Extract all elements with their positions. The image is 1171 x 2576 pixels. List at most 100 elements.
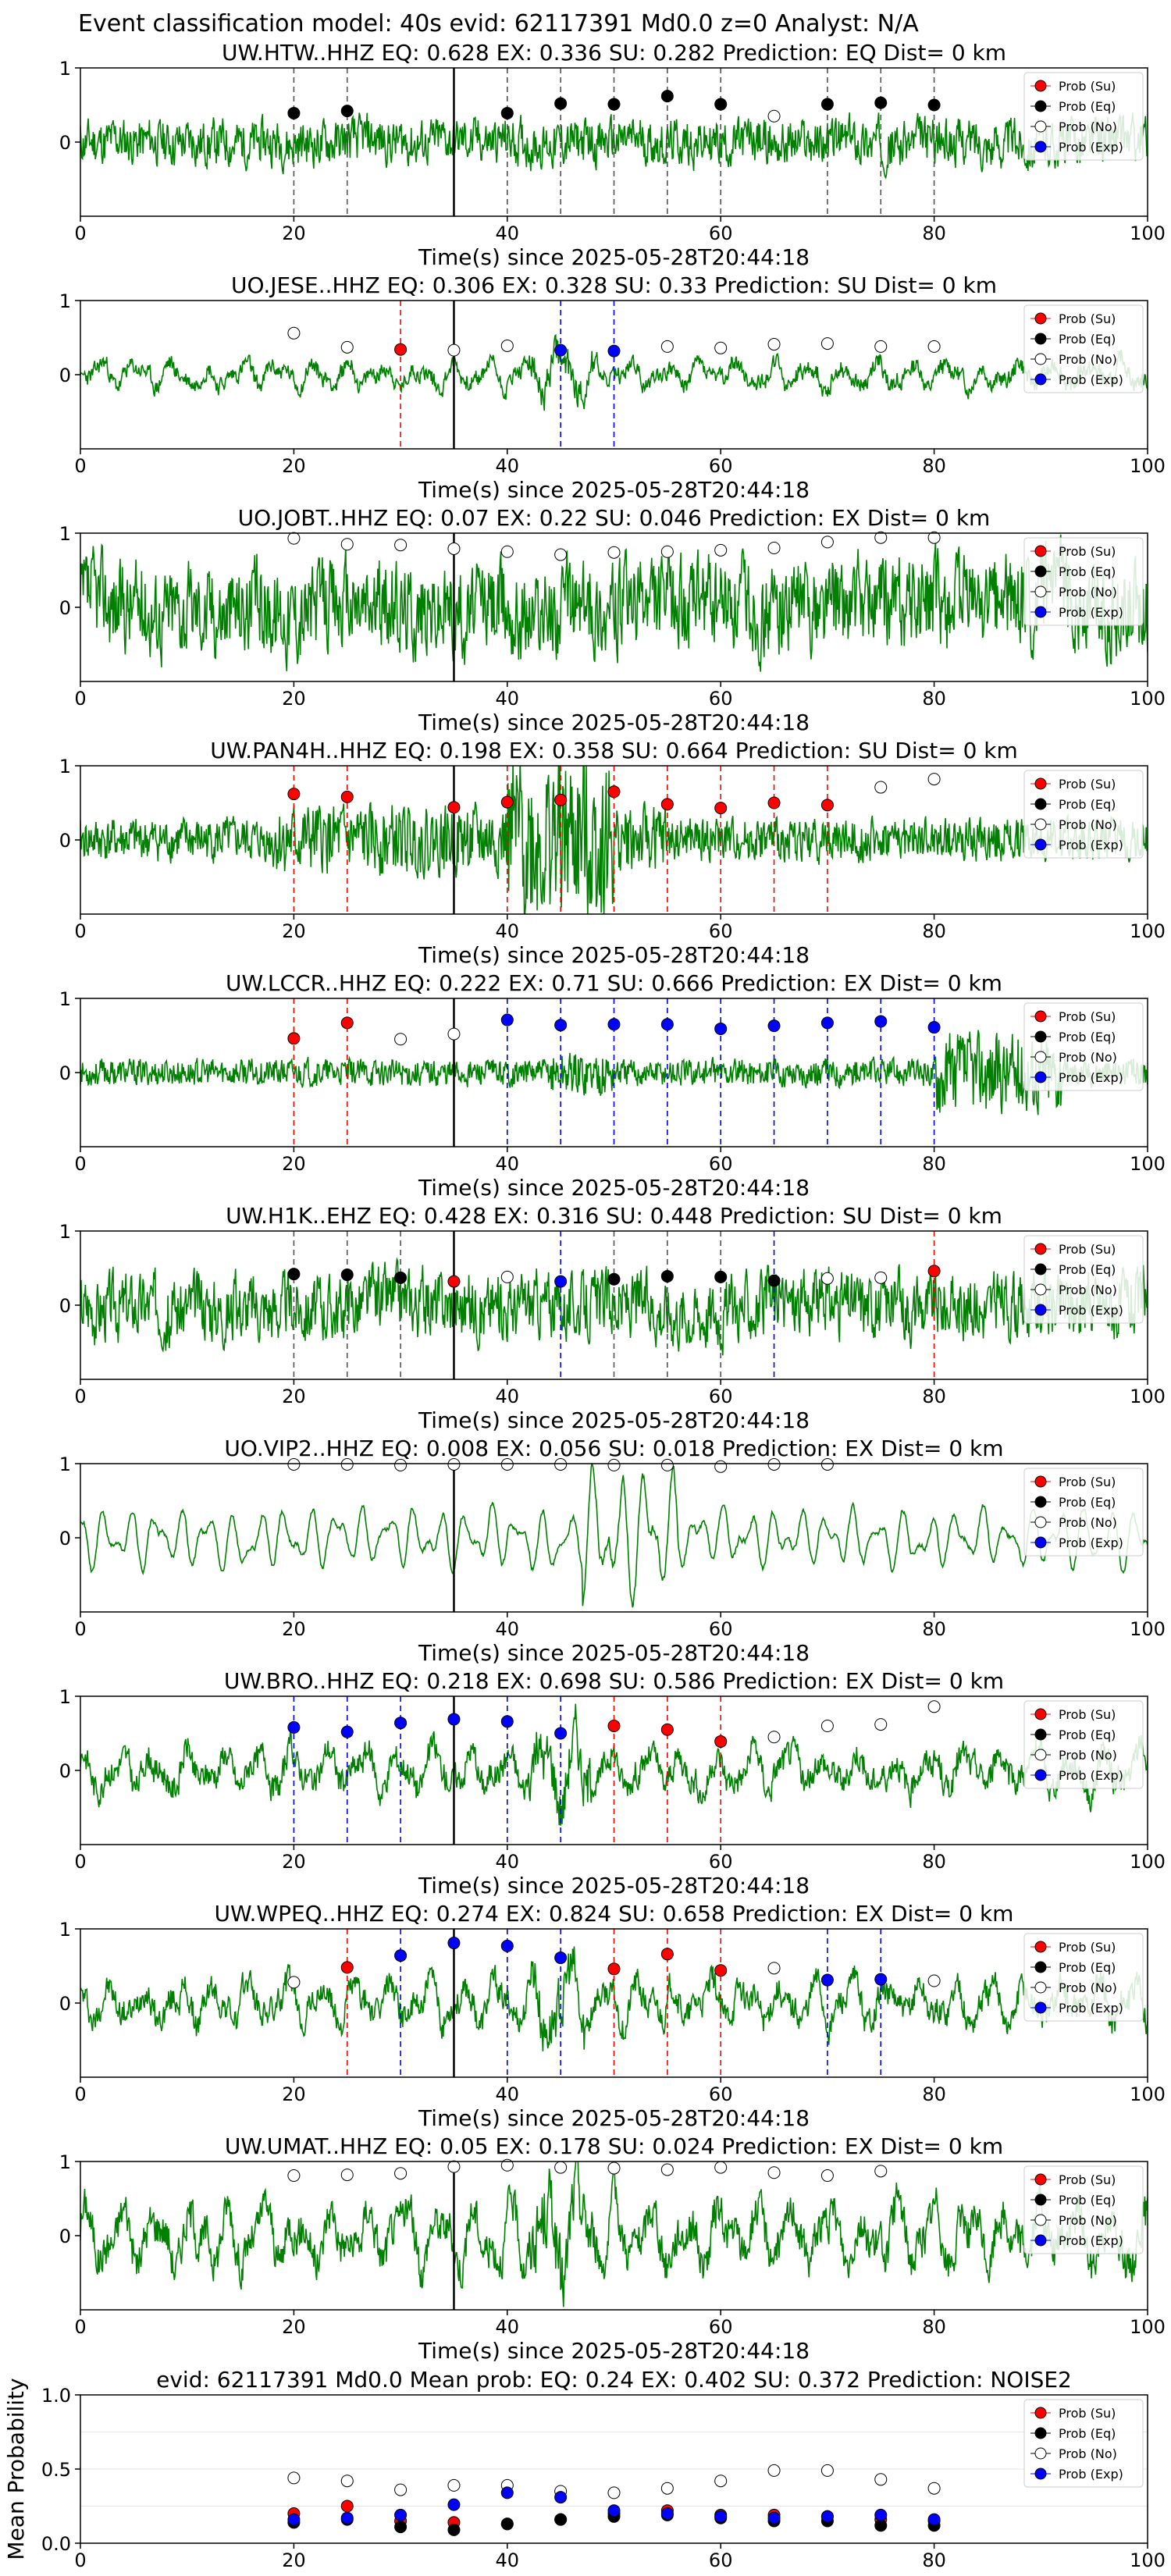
prob-point — [447, 1027, 461, 1041]
legend: Prob (Su) Prob (Eq) Prob (No) Prob (Exp) — [1023, 1002, 1144, 1091]
prob-point — [500, 545, 514, 558]
legend-swatch — [1034, 1981, 1047, 1994]
mean-prob-point — [554, 2491, 568, 2504]
legend-label: Prob (Exp) — [1059, 1070, 1123, 1085]
legend-swatch — [1034, 312, 1047, 325]
x-tick-label: 80 — [922, 1851, 946, 1873]
x-tick-label: 60 — [709, 455, 733, 477]
legend-swatch — [1034, 1304, 1047, 1316]
legend-label: Prob (Su) — [1059, 1707, 1116, 1722]
mean-prob-point — [394, 2483, 408, 2496]
legend-swatch — [1034, 1475, 1047, 1488]
legend-swatch — [1034, 2447, 1047, 2460]
mean-prob-point — [394, 2508, 408, 2521]
legend-swatch — [1034, 777, 1047, 790]
prob-point — [554, 1457, 568, 1471]
x-tick-label: 20 — [282, 2083, 306, 2105]
legend-swatch — [1034, 1263, 1047, 1276]
legend-label: Prob (No) — [1059, 352, 1117, 367]
x-tick-label: 0 — [74, 2316, 86, 2338]
prob-point — [927, 531, 941, 544]
x-tick-label: 20 — [282, 2316, 306, 2338]
mean-prob-point — [660, 2507, 674, 2520]
legend-label: Prob (Eq) — [1059, 1495, 1116, 1510]
legend-label: Prob (No) — [1059, 1283, 1117, 1297]
legend-label: Prob (Su) — [1059, 311, 1116, 326]
prob-point — [874, 1718, 888, 1731]
prob-point — [394, 2167, 408, 2180]
y-tick-label: 0 — [59, 1528, 71, 1550]
prob-point — [874, 531, 888, 544]
mean-prob-point — [554, 2513, 568, 2526]
mean-prob-point — [287, 2513, 301, 2526]
prob-point — [714, 1460, 728, 1473]
mean-prob-point — [927, 2513, 941, 2526]
prob-point — [394, 1033, 408, 1046]
legend-label: Prob (Eq) — [1059, 1030, 1116, 1044]
x-tick-label: 20 — [282, 1618, 306, 1640]
prob-point — [660, 1269, 674, 1283]
legend-swatch — [1034, 1243, 1047, 1255]
prob-point — [287, 1032, 301, 1045]
x-tick-label: 60 — [709, 920, 733, 942]
legend-swatch — [1034, 1030, 1047, 1043]
mean-prob-point — [767, 2464, 781, 2477]
x-tick-label: 40 — [496, 1851, 520, 1873]
y-tick-label: 0.5 — [41, 2459, 71, 2481]
legend-swatch — [1034, 565, 1047, 578]
mean-prob-point — [607, 2504, 621, 2517]
legend: Prob (Su) Prob (Eq) Prob (No) Prob (Exp) — [1023, 1235, 1144, 1324]
prob-point — [554, 97, 568, 110]
y-tick-label: 1 — [59, 988, 71, 1010]
prob-point — [607, 1018, 621, 1031]
x-tick-label: 100 — [1130, 2549, 1166, 2571]
panel-title: UO.VIP2..HHZ EQ: 0.008 EX: 0.056 SU: 0.0… — [224, 1436, 1003, 1461]
legend-label: Prob (Su) — [1059, 544, 1116, 559]
legend-label: Prob (Su) — [1059, 1009, 1116, 1024]
prob-point — [767, 1962, 781, 1975]
legend-swatch — [1034, 100, 1047, 112]
x-tick-label: 100 — [1130, 2083, 1166, 2105]
waveform-trace — [80, 112, 1148, 180]
panels: UW.HTW..HHZ EQ: 0.628 EX: 0.336 SU: 0.28… — [3, 40, 1166, 2571]
x-tick-label: 80 — [922, 2549, 946, 2571]
legend-label: Prob (Eq) — [1059, 2193, 1116, 2208]
x-tick-label: 60 — [709, 2316, 733, 2338]
x-tick-label: 40 — [496, 2549, 520, 2571]
x-axis-label: Time(s) since 2025-05-28T20:44:18 — [418, 1175, 810, 1201]
legend-box — [1023, 1933, 1144, 2022]
x-axis-label: Time(s) since 2025-05-28T20:44:18 — [418, 477, 810, 503]
prob-point — [660, 2163, 674, 2176]
x-tick-label: 100 — [1130, 1386, 1166, 1407]
legend-box — [1023, 304, 1144, 393]
panel-10: UW.UMAT..HHZ EQ: 0.05 EX: 0.178 SU: 0.02… — [59, 2133, 1166, 2364]
legend-box — [1023, 2399, 1144, 2488]
panel-title: UW.UMAT..HHZ EQ: 0.05 EX: 0.178 SU: 0.02… — [225, 2133, 1003, 2159]
x-tick-label: 20 — [282, 1851, 306, 1873]
y-tick-label: 0 — [59, 830, 71, 852]
legend-swatch — [1034, 838, 1047, 851]
prob-point — [554, 548, 568, 561]
x-tick-label: 40 — [496, 1153, 520, 1175]
prob-point — [660, 1018, 674, 1031]
mean-prob-point — [500, 2517, 514, 2531]
prob-point — [607, 98, 621, 111]
legend-label: Prob (Eq) — [1059, 564, 1116, 579]
mean-prob-point — [820, 2464, 834, 2477]
x-tick-label: 60 — [709, 2083, 733, 2105]
prob-point — [767, 1457, 781, 1471]
legend-swatch — [1034, 120, 1047, 133]
prob-point — [927, 98, 941, 112]
prob-point — [767, 796, 781, 809]
panel-7: UO.VIP2..HHZ EQ: 0.008 EX: 0.056 SU: 0.0… — [59, 1436, 1166, 1666]
panel-title: UW.WPEQ..HHZ EQ: 0.274 EX: 0.824 SU: 0.6… — [215, 1901, 1014, 1927]
x-tick-label: 60 — [709, 2549, 733, 2571]
legend-label: Prob (No) — [1059, 817, 1117, 832]
prob-point — [287, 1268, 301, 1281]
prob-point — [287, 532, 301, 545]
x-tick-label: 60 — [709, 688, 733, 710]
x-tick-label: 20 — [282, 920, 306, 942]
mean-prob-point — [447, 2498, 461, 2511]
panel-5: UW.LCCR..HHZ EQ: 0.222 EX: 0.71 SU: 0.66… — [59, 970, 1166, 1201]
legend-swatch — [1034, 1516, 1047, 1528]
